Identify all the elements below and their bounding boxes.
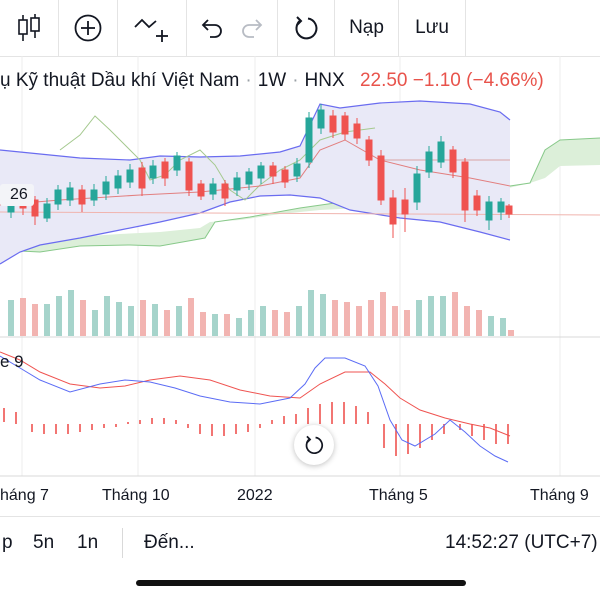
goto-date-button[interactable]: Đến...: [144, 532, 195, 553]
candlestick-icon: [18, 14, 40, 41]
toolbar-divider: [334, 0, 335, 56]
home-indicator: [136, 580, 466, 586]
toolbar-divider: [58, 0, 59, 56]
indicators-button[interactable]: [118, 0, 186, 56]
price-chart[interactable]: [0, 56, 600, 516]
clock-timezone[interactable]: 14:52:27 (UTC+7): [445, 532, 598, 553]
candles: [7, 104, 513, 238]
undo-icon: [201, 19, 222, 38]
legend-separator: ·: [245, 70, 252, 91]
toolbar-divider: [117, 0, 118, 56]
redo-icon: [242, 19, 263, 38]
range-5n-button[interactable]: 5n: [33, 532, 55, 553]
save-layout-button[interactable]: Lưu: [415, 17, 449, 38]
price-change: −1.10: [412, 70, 461, 91]
x-axis-label: 2022: [237, 487, 273, 504]
macd-legend[interactable]: e 9: [0, 352, 24, 371]
symbol-name: ụ Kỹ thuật Dầu khí Việt Nam: [0, 70, 240, 91]
indicator-value-tag: 26: [0, 184, 34, 206]
bottom-divider: [122, 528, 123, 558]
symbol-legend[interactable]: ụ Kỹ thuật Dầu khí Việt Nam · 1W · HNX 22.50…: [0, 70, 544, 96]
reset-view-button[interactable]: [294, 425, 334, 465]
x-axis-label: háng 7: [0, 487, 49, 504]
add-symbol-button[interactable]: [59, 0, 117, 56]
load-layout-button[interactable]: Nạp: [349, 17, 384, 38]
reload-icon: [295, 16, 318, 40]
toolbar-divider: [277, 0, 278, 56]
reload-icon: [305, 435, 324, 455]
x-axis-label: Tháng 5: [369, 487, 428, 504]
volume-bars: [8, 290, 514, 336]
exchange-label: HNX: [304, 70, 345, 91]
interval-label: 1W: [257, 70, 287, 91]
range-button-partial[interactable]: p: [2, 532, 13, 553]
plus-circle-icon: [74, 14, 102, 42]
x-axis-label: Tháng 9: [530, 487, 589, 504]
indicator-add-icon: [134, 18, 168, 42]
toolbar-divider: [186, 0, 187, 56]
toolbar-divider: [398, 0, 399, 56]
toolbar-divider: [465, 0, 466, 56]
legend-separator: ·: [292, 70, 299, 91]
bollinger-band: [0, 101, 510, 264]
price-change-percent: (−4.66%): [466, 70, 544, 91]
last-price: 22.50: [359, 70, 408, 91]
redo-button[interactable]: [232, 0, 274, 56]
macd-pane: [0, 351, 511, 463]
bottom-toolbar: [0, 516, 600, 573]
reset-chart-button[interactable]: [278, 0, 334, 56]
top-toolbar: Nạp Lưu: [0, 0, 600, 57]
x-axis-label: Tháng 10: [102, 487, 170, 504]
undo-button[interactable]: [190, 0, 232, 56]
chart-type-button[interactable]: [0, 0, 58, 56]
range-1n-button[interactable]: 1n: [77, 532, 99, 553]
